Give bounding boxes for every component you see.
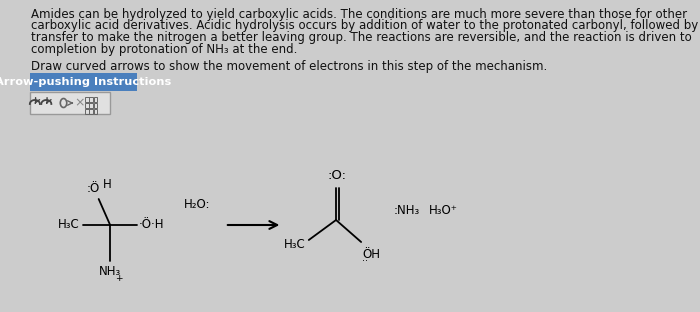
Bar <box>90 103 93 108</box>
Text: carboxylic acid derivatives. Acidic hydrolysis occurs by addition of water to th: carboxylic acid derivatives. Acidic hydr… <box>31 19 700 32</box>
Bar <box>85 109 89 114</box>
Text: transfer to make the nitrogen a better leaving group. The reactions are reversib: transfer to make the nitrogen a better l… <box>31 31 692 44</box>
Text: H₂O:: H₂O: <box>184 198 211 212</box>
Bar <box>94 97 97 102</box>
Text: ·Ö·H: ·Ö·H <box>139 218 164 232</box>
Text: ×: × <box>74 96 85 110</box>
Text: Arrow-pushing Instructions: Arrow-pushing Instructions <box>0 77 172 87</box>
Text: ··: ·· <box>362 256 368 266</box>
Text: Draw curved arrows to show the movement of electrons in this step of the mechani: Draw curved arrows to show the movement … <box>31 60 547 73</box>
Bar <box>94 103 97 108</box>
Text: NH₃: NH₃ <box>99 265 121 278</box>
Bar <box>90 109 93 114</box>
Text: :Ö: :Ö <box>86 182 99 195</box>
Bar <box>94 109 97 114</box>
Text: :O:: :O: <box>328 169 347 182</box>
Text: H₃C: H₃C <box>284 237 306 251</box>
Text: :NH₃: :NH₃ <box>393 203 419 217</box>
Bar <box>90 97 93 102</box>
FancyBboxPatch shape <box>30 92 110 114</box>
Text: +: + <box>116 274 122 283</box>
Text: H₃C: H₃C <box>58 218 80 232</box>
Text: H: H <box>103 178 112 191</box>
Text: H₃O⁺: H₃O⁺ <box>429 203 458 217</box>
Text: ÖH: ÖH <box>363 248 381 261</box>
Bar <box>85 103 89 108</box>
Bar <box>85 97 89 102</box>
Text: Amides can be hydrolyzed to yield carboxylic acids. The conditions are much more: Amides can be hydrolyzed to yield carbox… <box>31 8 687 21</box>
Text: completion by protonation of NH₃ at the end.: completion by protonation of NH₃ at the … <box>31 42 297 56</box>
FancyBboxPatch shape <box>30 73 137 91</box>
